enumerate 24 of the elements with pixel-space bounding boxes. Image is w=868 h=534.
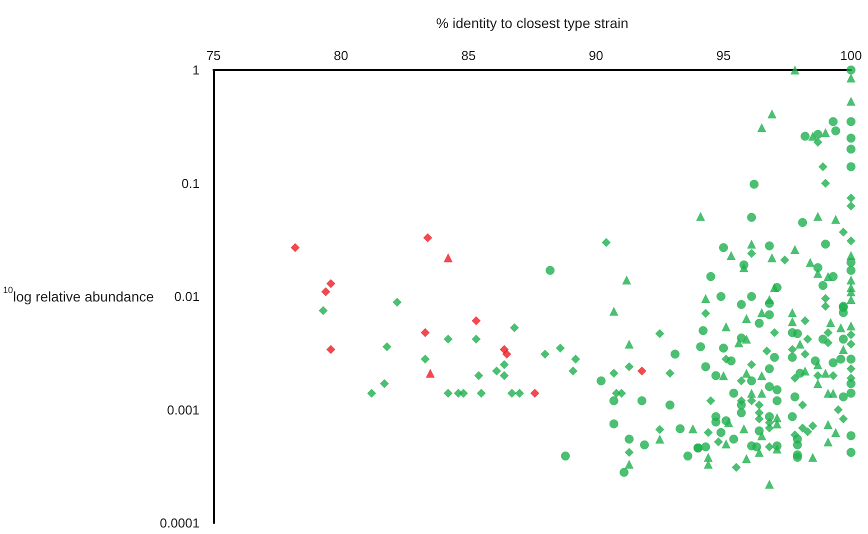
x-tick-label: 95	[716, 48, 731, 63]
point	[426, 368, 435, 378]
x-tick-label: 80	[334, 48, 348, 63]
y-tick-label: 0.001	[167, 402, 200, 418]
point	[423, 233, 432, 242]
point	[637, 366, 646, 376]
x-axis-title: % identity to closest type strain	[436, 15, 628, 31]
point	[290, 243, 300, 252]
point	[444, 253, 453, 262]
point	[326, 345, 336, 354]
point	[420, 328, 430, 338]
x-tick-label: 85	[461, 48, 476, 63]
x-tick-label: 100	[840, 48, 862, 63]
point	[502, 350, 512, 359]
point	[326, 279, 336, 288]
y-tick-label: 0.0001	[160, 516, 200, 530]
point	[472, 316, 481, 326]
point	[321, 287, 330, 296]
point	[530, 388, 540, 398]
y-tick-label: 1	[192, 62, 200, 78]
x-tick-label: 75	[206, 48, 221, 63]
y-tick-label: 0.01	[174, 289, 200, 304]
y-tick-label: 0.1	[181, 176, 200, 191]
x-tick-label: 90	[588, 48, 604, 63]
